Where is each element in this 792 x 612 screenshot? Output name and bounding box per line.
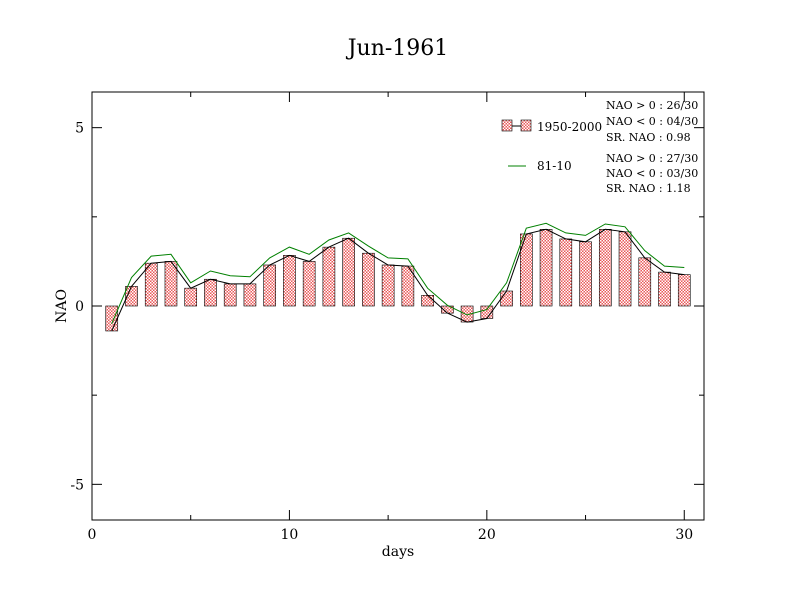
bar-day-30 bbox=[677, 274, 691, 307]
chart-title: Jun-1961 bbox=[346, 36, 449, 61]
y-axis-ticks: -5 0 5 bbox=[70, 121, 704, 493]
x-tick-label: 30 bbox=[675, 527, 693, 543]
bar-day-14 bbox=[362, 252, 375, 307]
legend-label-1950-2000: 1950-2000 bbox=[537, 120, 602, 134]
legend: 1950-2000 81-10 bbox=[501, 119, 602, 173]
bar-day-5 bbox=[184, 287, 198, 307]
bar-day-13 bbox=[342, 237, 355, 307]
stat-nao-negative: NAO < 0 : 04/30 bbox=[606, 115, 698, 128]
stats-annotation-81-10: NAO > 0 : 27/30 NAO < 0 : 03/30 SR. NAO … bbox=[606, 152, 698, 195]
line-series bbox=[111, 222, 685, 332]
bar-day-8 bbox=[243, 283, 257, 307]
bar-day-26 bbox=[598, 229, 612, 307]
bar-day-17 bbox=[421, 294, 434, 307]
bar-day-27 bbox=[618, 231, 632, 307]
bar-day-6 bbox=[204, 278, 217, 307]
legend-label-81-10: 81-10 bbox=[537, 159, 572, 173]
x-tick-label: 10 bbox=[281, 527, 299, 543]
stat-sr-nao: SR. NAO : 0.98 bbox=[606, 131, 691, 144]
bar-day-12 bbox=[322, 246, 336, 307]
stat-nao-negative: NAO < 0 : 03/30 bbox=[606, 167, 698, 180]
bar-day-24 bbox=[559, 238, 573, 307]
bar-day-25 bbox=[579, 241, 592, 307]
bar-day-7 bbox=[223, 283, 237, 307]
bar-day-28 bbox=[638, 257, 652, 307]
stat-sr-nao: SR. NAO : 1.18 bbox=[606, 182, 691, 195]
bar-day-21 bbox=[500, 290, 513, 307]
y-tick-label: 5 bbox=[75, 121, 84, 137]
y-axis-label: NAO bbox=[54, 289, 70, 323]
bar-day-3 bbox=[144, 262, 158, 307]
bar-day-9 bbox=[263, 264, 276, 307]
line-81-10 bbox=[111, 222, 685, 324]
bar-day-15 bbox=[381, 264, 395, 307]
bar-day-23 bbox=[539, 229, 553, 307]
bar-day-11 bbox=[302, 261, 316, 307]
bar-day-4 bbox=[164, 261, 178, 307]
stat-nao-positive: NAO > 0 : 27/30 bbox=[606, 152, 698, 165]
bar-day-10 bbox=[283, 255, 296, 307]
stat-nao-positive: NAO > 0 : 26/30 bbox=[606, 99, 698, 112]
bar-day-29 bbox=[658, 271, 671, 307]
bar-day-1 bbox=[105, 305, 119, 332]
legend-bar-swatch-right bbox=[520, 119, 532, 132]
bar-series bbox=[105, 229, 691, 332]
y-tick-label: -5 bbox=[70, 477, 84, 493]
x-axis-label: days bbox=[382, 544, 414, 560]
x-tick-label: 20 bbox=[478, 527, 496, 543]
x-tick-label: 0 bbox=[88, 527, 97, 543]
y-tick-label: 0 bbox=[75, 299, 84, 315]
legend-bar-swatch-left bbox=[501, 119, 513, 132]
stats-annotation-1950-2000: NAO > 0 : 26/30 NAO < 0 : 04/30 SR. NAO … bbox=[606, 99, 698, 144]
x-axis-ticks: 0 10 20 30 bbox=[88, 92, 693, 543]
line-series-2 bbox=[111, 228, 685, 332]
